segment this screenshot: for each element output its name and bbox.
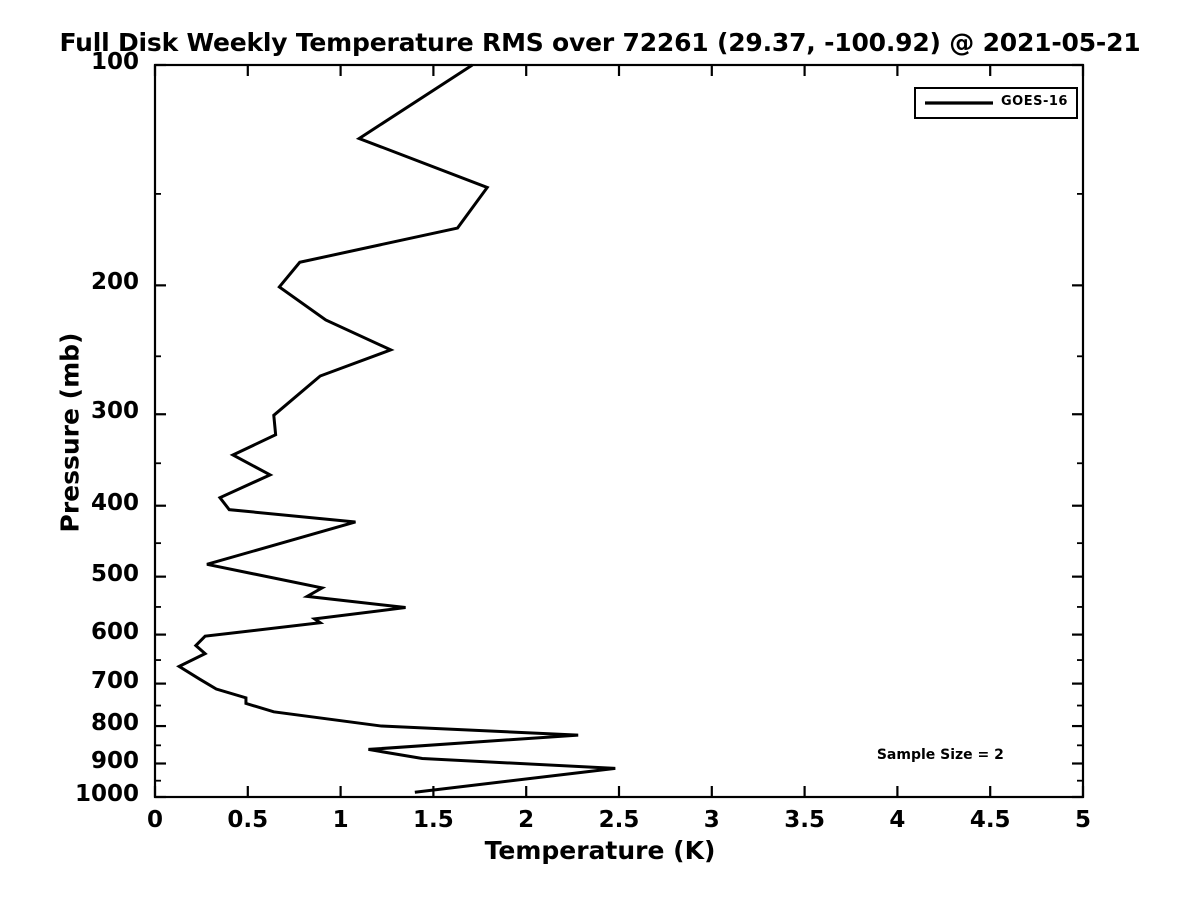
x-tick-label: 4 bbox=[889, 807, 906, 833]
y-tick-label: 500 bbox=[90, 560, 139, 587]
x-tick-label: 3.5 bbox=[784, 807, 825, 833]
x-tick-label: 5 bbox=[1074, 807, 1091, 833]
chart-title: Full Disk Weekly Temperature RMS over 72… bbox=[59, 28, 1141, 57]
x-tick-label: 4.5 bbox=[969, 807, 1011, 833]
y-tick-label: 800 bbox=[90, 710, 139, 737]
sample-size-annotation: Sample Size = 2 bbox=[876, 747, 1004, 764]
x-tick-label: 2 bbox=[518, 807, 535, 833]
x-tick-label: 0 bbox=[146, 807, 163, 833]
y-tick-label: 300 bbox=[90, 398, 139, 425]
y-tick-label: 600 bbox=[90, 618, 139, 645]
x-tick-label: 2.5 bbox=[598, 807, 640, 833]
plot-frame bbox=[153, 63, 1085, 799]
y-tick-label: 100 bbox=[90, 49, 139, 75]
x-axis-label: Temperature (K) bbox=[484, 836, 716, 865]
legend-label: GOES-16 bbox=[1001, 94, 1068, 109]
x-tick-label: 1 bbox=[332, 807, 349, 833]
y-tick-label: 400 bbox=[90, 489, 139, 516]
x-tick-label: 3 bbox=[703, 807, 720, 833]
x-tick-label: 1.5 bbox=[413, 807, 454, 833]
x-tick-label: 0.5 bbox=[227, 807, 269, 833]
y-tick-label: 200 bbox=[90, 269, 139, 296]
series-line-goes-16 bbox=[176, 63, 616, 794]
y-tick-label: 1000 bbox=[74, 781, 139, 807]
y-tick-label: 900 bbox=[90, 747, 139, 774]
y-tick-label: 700 bbox=[90, 667, 139, 694]
